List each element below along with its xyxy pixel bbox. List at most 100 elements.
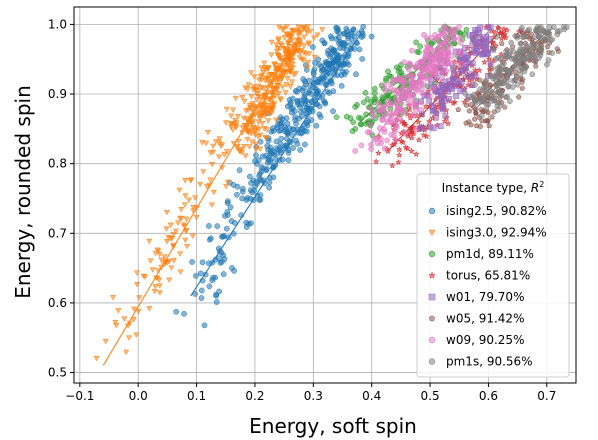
data-point <box>237 147 244 153</box>
data-point <box>358 28 365 35</box>
data-point <box>412 150 420 158</box>
data-point <box>287 84 294 90</box>
data-point <box>228 113 235 120</box>
data-point <box>297 147 304 153</box>
data-point <box>368 146 374 152</box>
data-point <box>177 251 184 257</box>
data-point <box>236 167 243 173</box>
data-point <box>294 31 301 37</box>
data-point <box>485 50 492 57</box>
data-point <box>265 118 272 124</box>
data-point <box>406 124 414 132</box>
data-point <box>277 127 284 134</box>
series-6 <box>352 24 466 154</box>
data-point <box>212 139 219 145</box>
data-point <box>314 32 321 39</box>
data-point <box>482 92 489 98</box>
data-point <box>517 40 524 47</box>
data-point <box>407 61 413 68</box>
x-tick-label: 0.6 <box>479 389 498 403</box>
data-point <box>499 29 507 36</box>
plot-frame <box>73 6 577 384</box>
data-point <box>283 115 290 121</box>
data-point <box>356 46 363 53</box>
data-point <box>213 292 220 299</box>
data-point <box>235 113 242 120</box>
data-point <box>301 97 308 103</box>
data-point <box>477 77 483 83</box>
data-point <box>234 144 241 150</box>
data-point <box>276 63 283 69</box>
data-point <box>288 79 296 85</box>
data-point <box>290 72 297 79</box>
data-point <box>388 162 396 169</box>
data-point <box>419 125 426 132</box>
data-point <box>275 53 282 60</box>
data-point <box>284 76 291 82</box>
data-point <box>319 27 326 33</box>
data-point <box>264 108 271 115</box>
data-point <box>265 146 271 153</box>
fit-line <box>371 31 454 144</box>
data-point <box>482 44 489 51</box>
data-point <box>253 147 260 153</box>
data-point <box>244 136 251 143</box>
axis-ticks: −0.1 0.0 0.1 0.2 0.3 0.4 0.5 0.6 0.7 0.5 0.6 0.7 0.8… <box>48 17 556 403</box>
data-point <box>203 140 210 147</box>
data-point <box>285 157 292 163</box>
data-point <box>270 148 277 155</box>
data-point <box>501 60 507 67</box>
data-point <box>453 93 459 99</box>
series-7 <box>462 23 570 119</box>
legend-box <box>416 173 570 378</box>
x-tick-label: −0.1 <box>65 389 94 403</box>
data-point <box>410 92 417 99</box>
data-point <box>184 243 191 250</box>
data-point <box>248 70 255 76</box>
data-point <box>333 24 339 31</box>
data-point <box>230 107 237 113</box>
data-point <box>115 308 122 314</box>
data-point <box>409 47 415 54</box>
legend-label: ising3.0, 92.94% <box>446 226 547 240</box>
data-point <box>316 61 323 68</box>
data-point <box>463 73 470 80</box>
data-point <box>240 186 246 192</box>
data-point <box>473 122 480 129</box>
data-point <box>193 273 199 279</box>
data-point <box>421 31 427 38</box>
data-point <box>198 295 205 301</box>
data-point <box>311 75 318 82</box>
data-point <box>147 258 154 264</box>
data-point <box>401 74 408 81</box>
data-point <box>437 123 444 130</box>
data-point <box>305 60 312 66</box>
data-point <box>483 105 489 112</box>
data-point <box>168 265 175 271</box>
data-point <box>446 26 453 32</box>
data-point <box>556 28 563 34</box>
data-point <box>304 30 311 36</box>
data-point <box>398 78 405 85</box>
data-point <box>156 277 163 283</box>
fit-line <box>429 31 489 109</box>
data-point <box>510 48 517 55</box>
data-point <box>382 88 389 94</box>
data-point <box>227 204 234 211</box>
data-point <box>458 79 465 86</box>
data-point <box>207 150 214 156</box>
data-point <box>182 177 189 184</box>
data-point <box>288 52 295 58</box>
data-point <box>274 82 281 89</box>
data-point <box>239 95 246 101</box>
data-point <box>472 109 479 116</box>
data-point <box>517 54 523 60</box>
data-point <box>266 97 273 103</box>
data-point <box>305 40 312 47</box>
data-point <box>487 81 493 87</box>
data-point <box>268 52 275 58</box>
data-point <box>271 61 278 68</box>
data-point <box>270 128 277 134</box>
data-point <box>289 126 296 133</box>
data-point <box>412 100 419 107</box>
